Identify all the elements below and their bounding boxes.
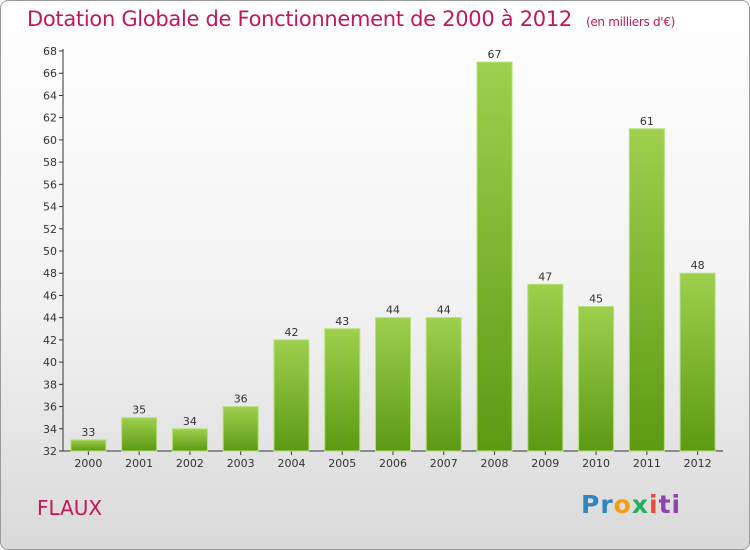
bar-2009 (527, 283, 564, 452)
chart-title: Dotation Globale de Fonctionnement de 20… (27, 7, 675, 31)
y-tick-label: 66 (43, 67, 57, 80)
y-tick-label: 60 (43, 134, 57, 147)
value-label-2011: 61 (640, 115, 654, 128)
x-tick-label-2009: 2009 (531, 457, 559, 470)
commune-name: FLAUX (37, 496, 103, 520)
value-label-2008: 67 (488, 48, 502, 61)
y-tick-label: 34 (43, 423, 57, 436)
x-tick-label-2012: 2012 (684, 457, 712, 470)
value-label-2004: 42 (284, 326, 298, 339)
x-tick-label-2004: 2004 (277, 457, 305, 470)
value-label-2002: 34 (183, 415, 197, 428)
y-tick-label: 48 (43, 267, 57, 280)
bars: 33 35 34 36 42 43 44 44 67 47 45 61 48 (70, 48, 716, 452)
bar-2006 (375, 317, 411, 452)
y-tick-label: 56 (43, 178, 57, 191)
chart-unit: (en milliers d'€) (585, 15, 675, 29)
x-tick-label-2003: 2003 (227, 457, 255, 470)
value-label-2009: 47 (538, 270, 552, 283)
x-tick-label-2000: 2000 (74, 457, 102, 470)
y-tick-label: 54 (43, 201, 57, 214)
value-label-2010: 45 (589, 293, 603, 306)
y-tick-label: 40 (43, 356, 57, 369)
y-tick-label: 62 (43, 112, 57, 125)
bar-2002 (171, 428, 208, 452)
y-tick-label: 36 (43, 401, 57, 414)
y-tick-label: 58 (43, 156, 57, 169)
x-tick-label-2011: 2011 (633, 457, 661, 470)
y-tick-label: 42 (43, 334, 57, 347)
bar-2011 (628, 128, 665, 452)
x-tick-label-2008: 2008 (481, 457, 509, 470)
proxiti-logo: Proxiti (581, 490, 682, 519)
x-axis: 2000 2001 2002 2003 2004 2005 2006 2007 2008 2009… (63, 450, 723, 470)
y-tick-label: 46 (43, 289, 57, 302)
x-tick-label-2006: 2006 (379, 457, 407, 470)
bar-2001 (121, 417, 158, 452)
value-label-2001: 35 (132, 404, 146, 417)
bar-2004 (273, 339, 310, 452)
y-axis: 32 34 36 38 40 42 44 46 48 50 52 54 56 58 60 62 64 66 68 (43, 45, 64, 458)
value-label-2003: 36 (234, 393, 248, 406)
y-tick-label: 52 (43, 223, 57, 236)
value-label-2007: 44 (437, 304, 451, 317)
x-tick-label-2010: 2010 (582, 457, 610, 470)
bar-2010 (578, 306, 615, 452)
y-tick-label: 38 (43, 378, 57, 391)
bar-2008 (476, 61, 513, 452)
y-tick-label: 44 (43, 312, 57, 325)
bar-2000 (70, 439, 107, 452)
x-tick-label-2007: 2007 (430, 457, 458, 470)
y-tick-label: 68 (43, 45, 57, 58)
value-label-2012: 48 (691, 259, 705, 272)
chart-title-text: Dotation Globale de Fonctionnement de 20… (27, 7, 572, 31)
bar-2012 (679, 272, 716, 452)
bar-2007 (425, 317, 462, 452)
y-tick-label: 32 (43, 445, 57, 458)
value-label-2006: 44 (386, 304, 400, 317)
value-label-2000: 33 (81, 426, 95, 439)
y-tick-label: 50 (43, 245, 57, 258)
value-label-2005: 43 (335, 315, 349, 328)
bar-2005 (324, 328, 361, 452)
y-tick-label: 64 (43, 89, 57, 102)
bar-2003 (222, 406, 259, 452)
x-tick-label-2002: 2002 (176, 457, 204, 470)
x-tick-label-2001: 2001 (125, 457, 153, 470)
x-tick-label-2005: 2005 (328, 457, 356, 470)
